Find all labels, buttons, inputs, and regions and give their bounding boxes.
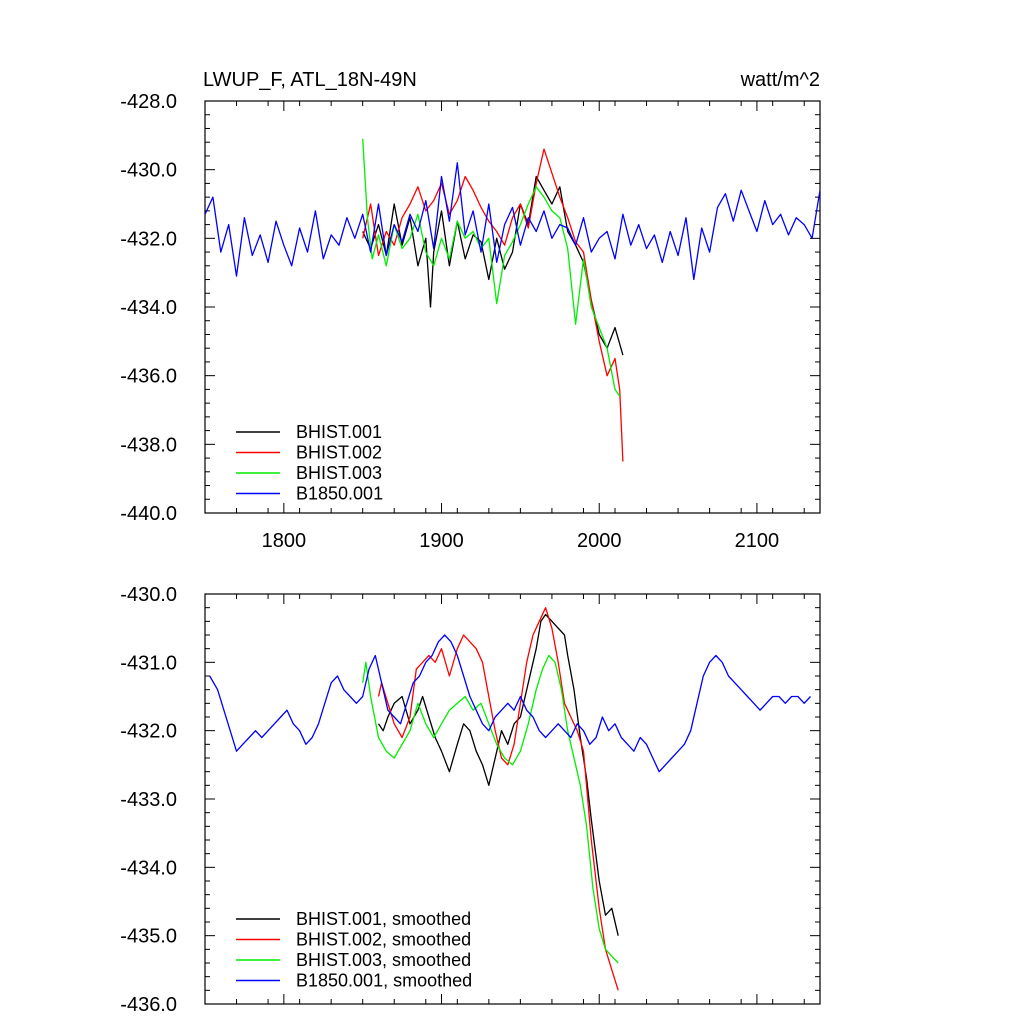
- y-tick-label: -434.0: [120, 857, 177, 879]
- legend-label: BHIST.001: [296, 422, 382, 442]
- y-tick-label: -436.0: [120, 994, 177, 1016]
- x-tick-label: 1800: [262, 530, 307, 552]
- chart-title: LWUP_F, ATL_18N-49N: [203, 69, 417, 91]
- series-line-b1850-001: [205, 162, 820, 281]
- legend-label: BHIST.003: [296, 463, 382, 483]
- x-tick-label: 2000: [577, 530, 622, 552]
- y-tick-label: -436.0: [120, 366, 177, 388]
- y-tick-label: -433.0: [120, 789, 177, 811]
- series-line-bhist-002: [362, 148, 624, 462]
- legend-label: BHIST.001, smoothed: [296, 909, 471, 929]
- legend-label: B1850.001: [296, 484, 383, 504]
- y-tick-label: -432.0: [120, 721, 177, 743]
- x-tick-label: 2100: [735, 530, 780, 552]
- series-line-b1850-001-smoothed: [209, 634, 811, 773]
- series-line-bhist-002-smoothed: [377, 607, 619, 991]
- series-line-bhist-003: [362, 138, 621, 397]
- series-line-bhist-003-smoothed: [362, 654, 619, 964]
- legend-label: BHIST.003, smoothed: [296, 950, 471, 970]
- top-panel: 1800 1900 2000 2100 -440.0 -438.0 -436.0 -434.0…: [120, 91, 821, 552]
- y-tick-label: -440.0: [120, 503, 177, 525]
- bottom-panel: -436.0 -435.0 -434.0 -433.0 -432.0 -431.0 -430…: [120, 584, 821, 1016]
- y-tick-label: -438.0: [120, 434, 177, 456]
- y-tick-label: -428.0: [120, 91, 177, 113]
- series-line-bhist-001: [362, 175, 624, 356]
- y-tick-label: -430.0: [120, 584, 177, 606]
- units-label: watt/m^2: [740, 69, 820, 91]
- series-line-bhist-001-smoothed: [377, 613, 619, 936]
- legend-label: B1850.001, smoothed: [296, 971, 472, 991]
- legend-label: BHIST.002: [296, 443, 382, 463]
- y-tick-label: -432.0: [120, 228, 177, 250]
- x-tick-label: 1900: [419, 530, 464, 552]
- y-tick-label: -431.0: [120, 652, 177, 674]
- y-tick-label: -435.0: [120, 926, 177, 948]
- y-tick-label: -430.0: [120, 160, 177, 182]
- legend-label: BHIST.002, smoothed: [296, 930, 471, 950]
- y-tick-label: -434.0: [120, 297, 177, 319]
